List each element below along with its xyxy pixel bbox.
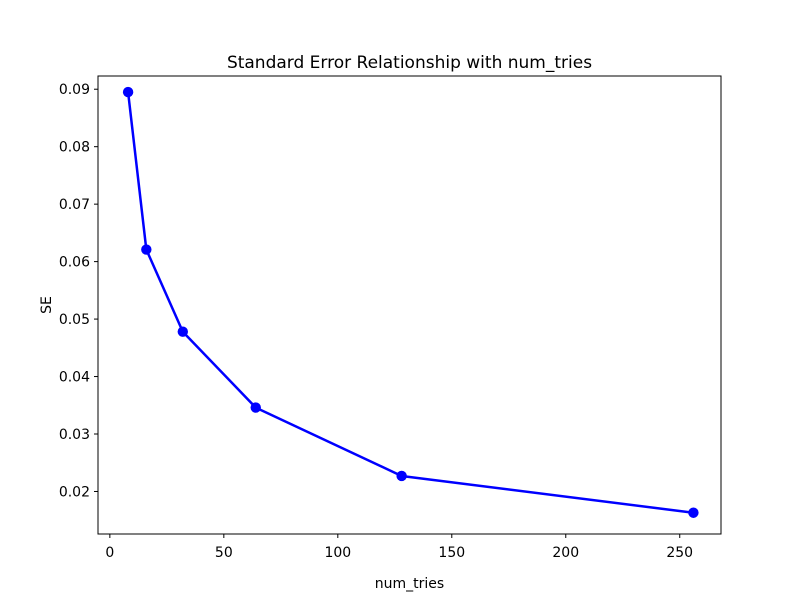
x-axis-label: num_tries	[375, 576, 444, 592]
data-series	[122, 86, 699, 518]
data-point	[688, 507, 699, 518]
x-tick-label: 0	[105, 545, 114, 561]
x-tick-label: 50	[215, 545, 233, 561]
y-tick-label: 0.02	[59, 484, 90, 500]
series-line	[126, 90, 695, 514]
y-tick-label: 0.06	[59, 255, 90, 271]
axes-frame	[97, 75, 722, 535]
x-tick-label: 100	[324, 545, 351, 561]
y-tick-label: 0.04	[59, 370, 90, 386]
data-point	[141, 244, 152, 255]
y-tick-label: 0.08	[59, 140, 90, 156]
chart-title: Standard Error Relationship with num_tri…	[227, 53, 592, 73]
data-point	[396, 470, 407, 482]
y-tick-label: 0.09	[59, 82, 90, 98]
x-tick-label: 250	[666, 545, 693, 561]
x-tick-label: 200	[552, 545, 579, 561]
y-tick-label: 0.07	[59, 197, 90, 213]
x-tick-label: 150	[438, 545, 465, 561]
axes-ticks: 0 50 100 150 200 250 0.02 0.03 0.04 0.05 0.06 0.07 0…	[59, 82, 693, 561]
y-tick-label: 0.03	[59, 427, 90, 443]
data-point	[177, 326, 188, 337]
y-axis-label: SE	[39, 296, 55, 314]
data-point	[122, 86, 134, 98]
data-point	[250, 402, 261, 413]
y-tick-label: 0.05	[59, 312, 90, 328]
